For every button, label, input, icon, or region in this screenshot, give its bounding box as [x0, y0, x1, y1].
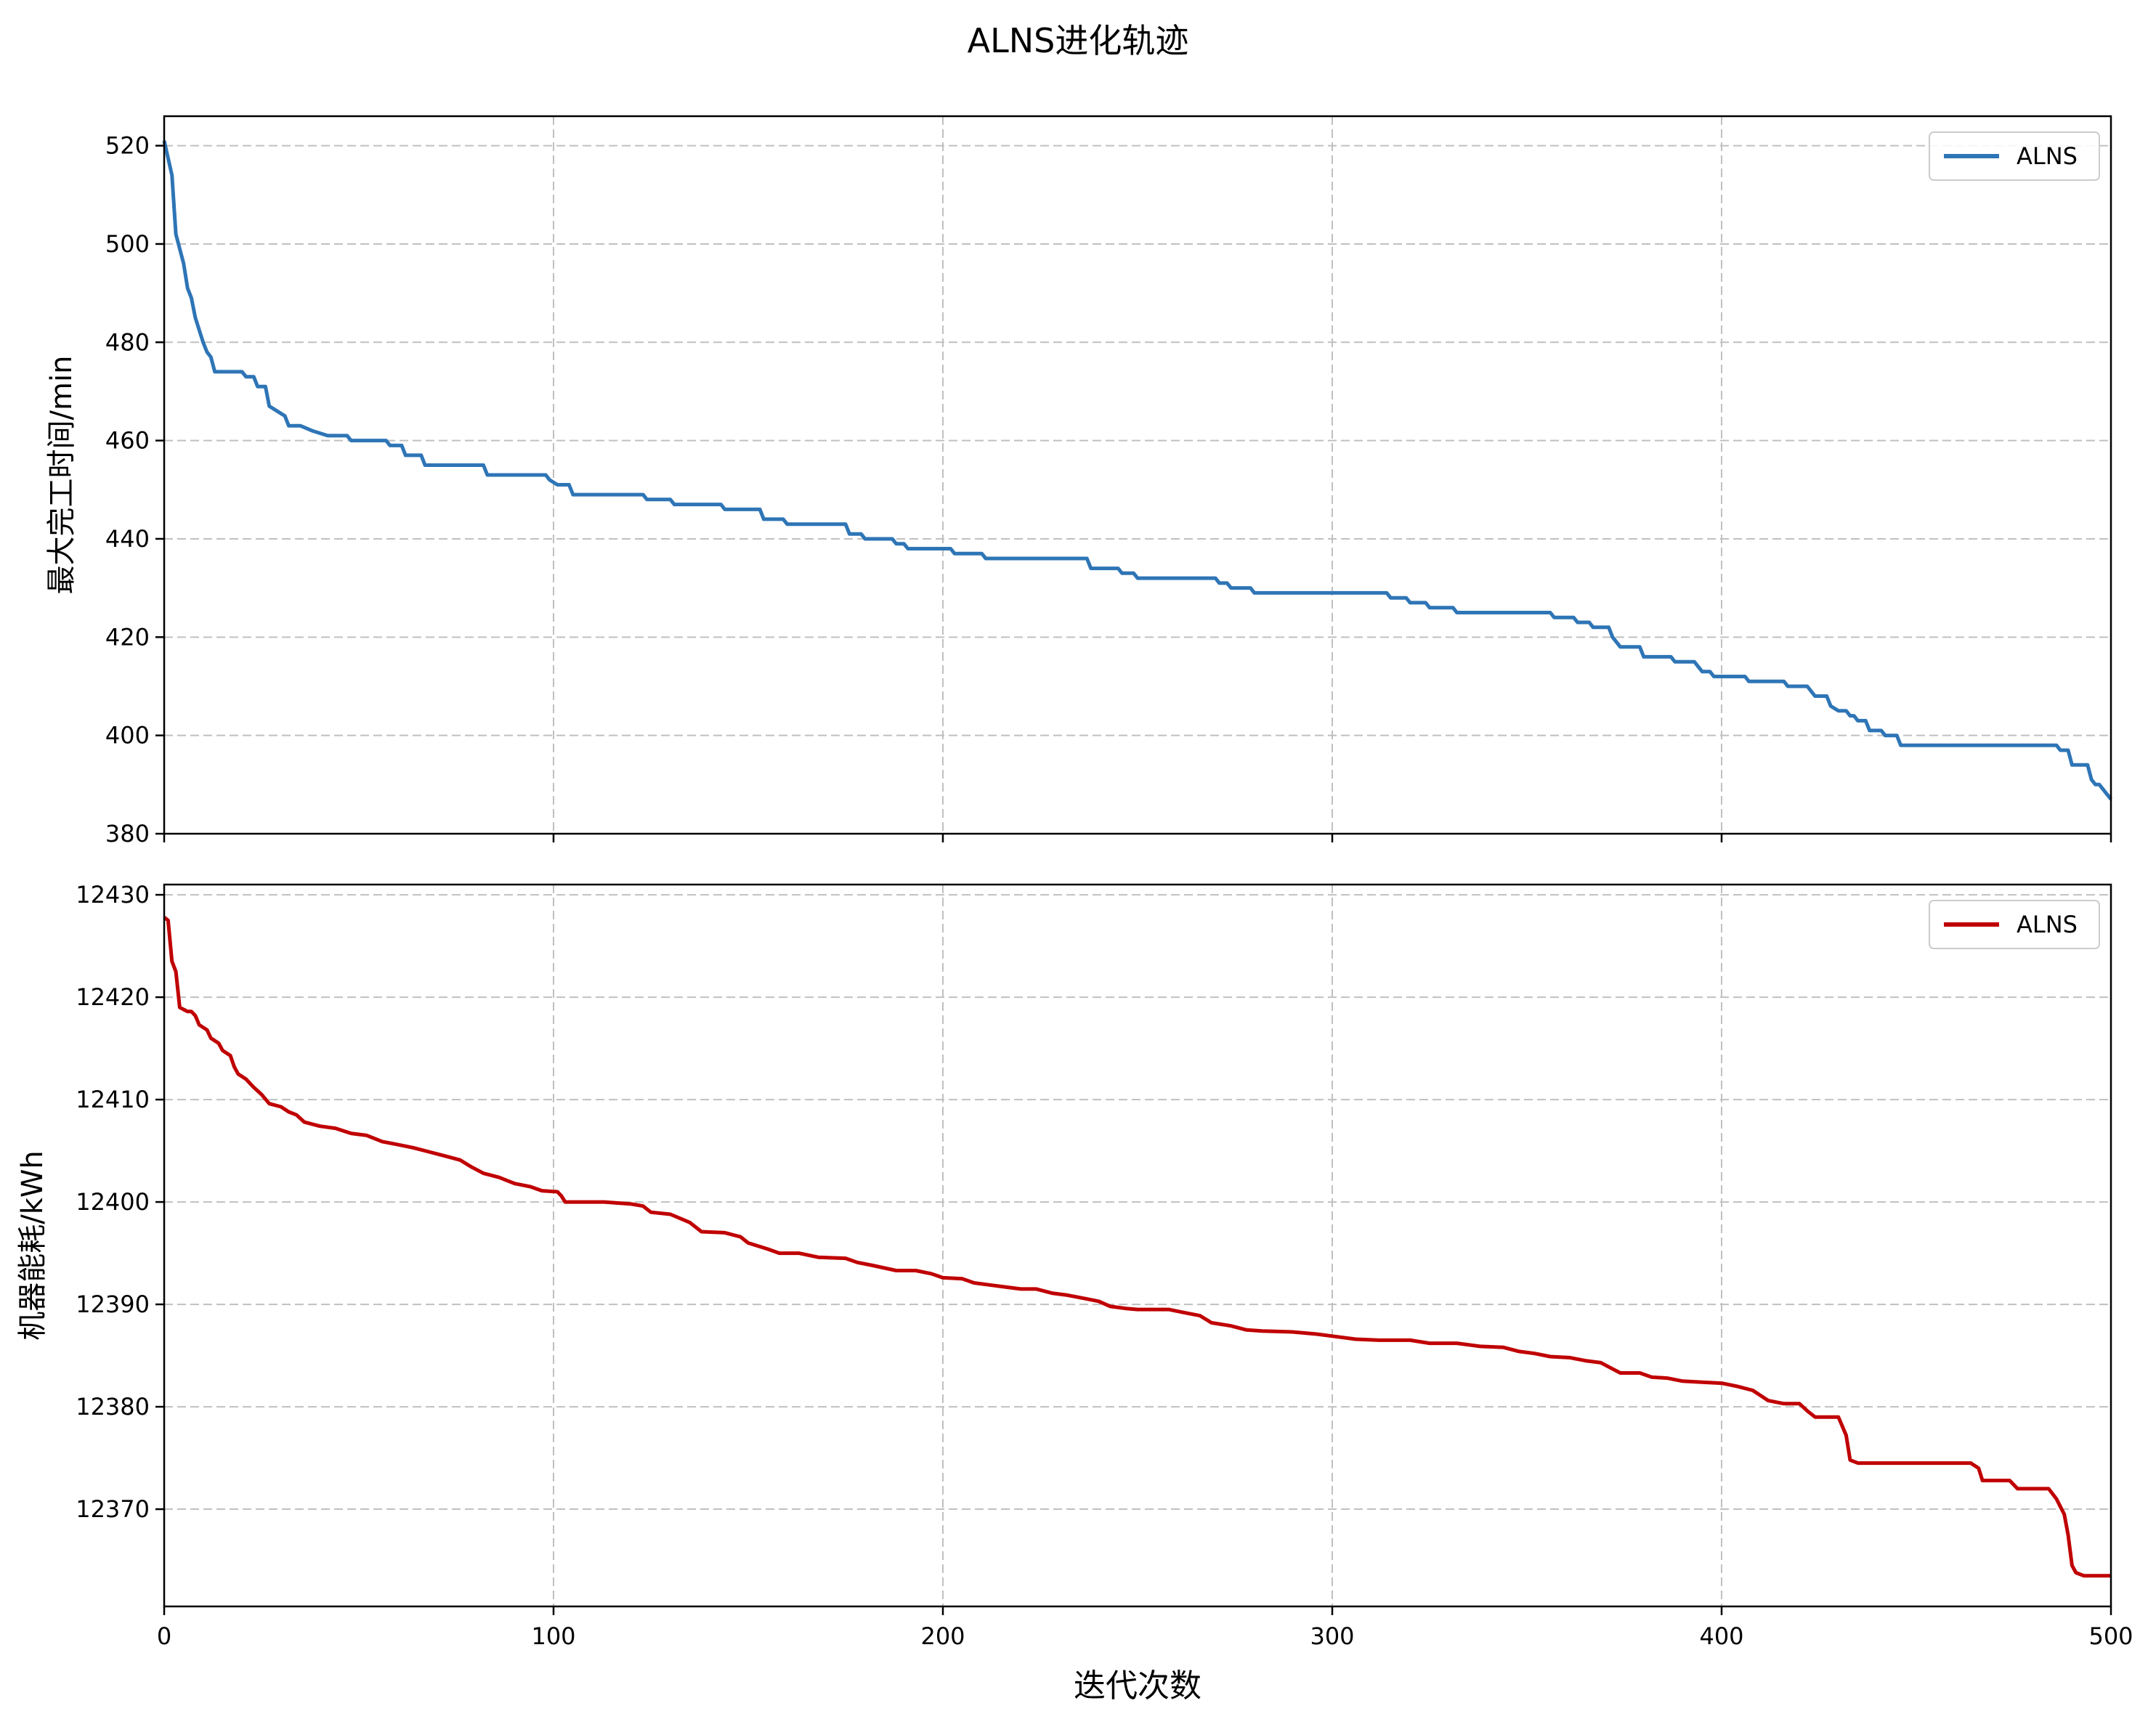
- series-line-alns: [163, 916, 2111, 1578]
- y-tick-label: 380: [105, 820, 150, 848]
- y-tick-label: 12390: [76, 1291, 150, 1318]
- legend-label: ALNS: [2017, 911, 2078, 938]
- y-tick-label: 12400: [76, 1188, 150, 1216]
- y-tick-label: 400: [105, 722, 150, 749]
- y-tick-label: 12410: [76, 1086, 150, 1113]
- y-axis-label: 最大完工时间/min: [45, 356, 78, 595]
- y-tick-label: 520: [105, 132, 150, 160]
- y-tick-label: 440: [105, 525, 150, 553]
- y-tick-label: 480: [105, 328, 150, 356]
- x-tick-label: 400: [1699, 1622, 1743, 1650]
- plot-frame: [163, 115, 2112, 835]
- x-tick-label: 300: [1310, 1622, 1354, 1650]
- y-tick-label: 12430: [76, 881, 150, 909]
- legend: ALNS: [1929, 131, 2100, 181]
- y-tick-label: 12380: [76, 1393, 150, 1421]
- plot-frame: [163, 883, 2112, 1608]
- legend-box: [1929, 131, 2100, 181]
- panel-energy: 12370 12380 12390 12400 12410 12420 12430 0 100 2…: [16, 881, 2133, 1650]
- y-tick-label: 420: [105, 623, 150, 651]
- y-tick-label: 500: [105, 230, 150, 258]
- y-tick-label: 12370: [76, 1495, 150, 1523]
- chart-title: ALNS进化轨迹: [968, 21, 1189, 60]
- x-tick-label: 100: [531, 1622, 575, 1650]
- legend-box: [1929, 900, 2100, 949]
- x-tick-label: 0: [157, 1622, 171, 1650]
- panel-makespan: 380 400 420 440 460 480 500 520 最大完工时间/min ALNS: [45, 115, 2112, 848]
- legend: ALNS: [1929, 900, 2100, 949]
- legend-label: ALNS: [2017, 142, 2078, 170]
- x-tick-label: 500: [2088, 1622, 2133, 1650]
- x-tick-label: 200: [920, 1622, 965, 1650]
- series-line-alns: [162, 140, 2112, 801]
- x-axis-label: 迭代次数: [1074, 1667, 1201, 1704]
- y-axis-label: 机器能耗/kWh: [16, 1150, 49, 1341]
- y-tick-label: 460: [105, 427, 150, 455]
- y-tick-label: 12420: [76, 983, 150, 1011]
